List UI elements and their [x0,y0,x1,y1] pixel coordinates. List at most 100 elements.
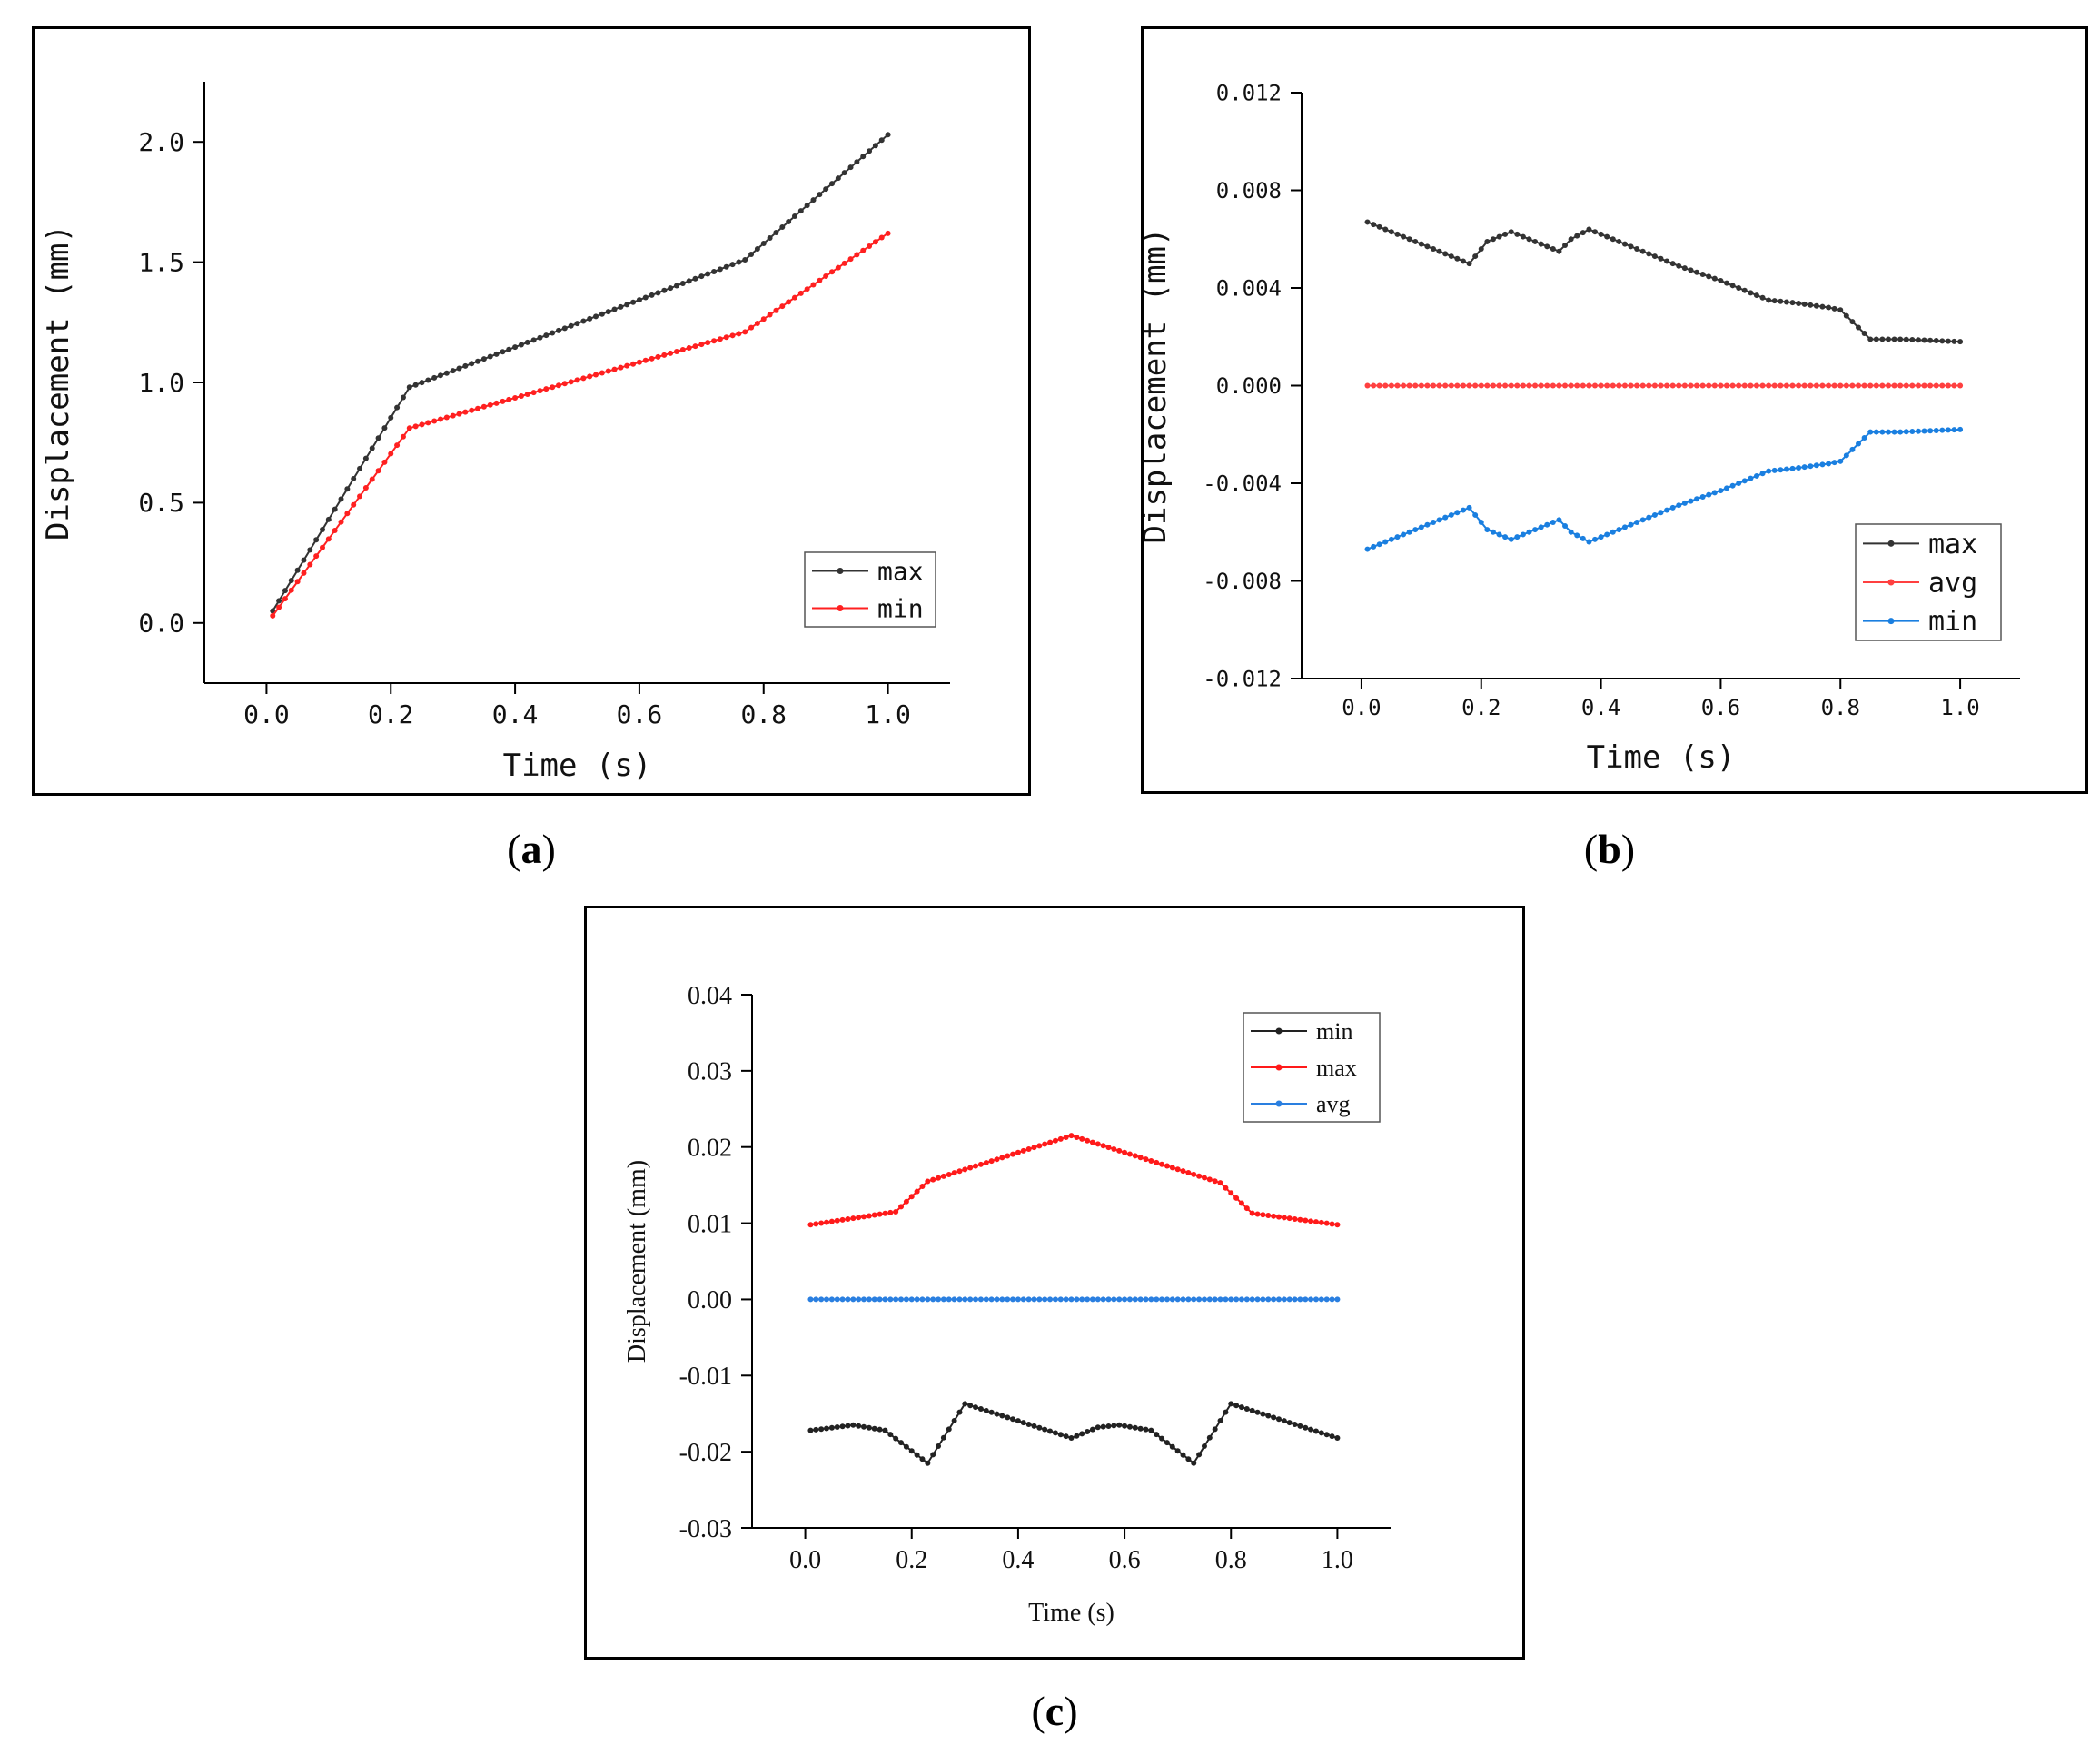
data-point-min [1478,520,1484,525]
data-point-min [1681,500,1688,506]
data-point-max [1005,1153,1011,1159]
data-point-avg [1148,1296,1154,1303]
data-point-max [829,181,836,187]
data-point-max [999,1155,1005,1161]
data-point-max [668,285,674,292]
data-point-min [717,336,723,342]
data-point-min [1616,527,1622,533]
data-point-max [1394,231,1401,237]
data-point-min [1085,1429,1091,1435]
data-point-max [1318,1219,1324,1225]
data-point-min [668,350,674,356]
data-point-min [988,1409,995,1415]
y-tick-label: 0.012 [1216,80,1282,105]
data-point-max [754,245,760,252]
data-point-min [1580,535,1586,541]
x-tick-label: 0.6 [617,699,663,729]
data-point-max [381,425,388,431]
data-point-min [1057,1432,1064,1438]
data-point-max [1526,236,1532,243]
legend-box [804,551,936,628]
data-point-min [1921,428,1927,434]
data-point-avg [1074,1296,1080,1303]
data-point-avg [1243,1296,1250,1303]
data-point-max [835,175,841,182]
data-point-max [1604,233,1610,240]
data-point-min [1122,1423,1128,1429]
data-point-min [1826,461,1832,467]
data-point-min [1406,529,1412,535]
data-point-avg [1616,382,1622,389]
data-point-avg [1312,1296,1319,1303]
data-point-max [1100,1143,1106,1149]
data-point-max [828,1218,835,1224]
data-point-max [1639,248,1646,254]
data-point-max [686,278,692,284]
data-point-avg [834,1296,840,1303]
data-point-avg [1238,1296,1244,1303]
data-point-max [375,435,381,441]
data-point-avg [1388,382,1394,389]
data-point-max [866,1213,872,1219]
data-point-min [375,468,381,474]
data-point-max [357,465,363,471]
data-point-min [930,1452,936,1458]
data-point-min [1789,465,1796,471]
data-point-max [1436,248,1442,254]
data-point-min [518,393,524,400]
data-point-min [1472,511,1479,518]
data-point-min [885,230,891,236]
data-point-max [518,342,524,348]
data-point-max [1122,1149,1128,1155]
data-point-max [1020,1147,1026,1154]
y-tick-label: 2.0 [138,127,184,157]
data-point-avg [1873,382,1879,389]
data-point-avg [1759,382,1766,389]
data-point-min [967,1403,974,1409]
data-point-max [1819,303,1826,310]
data-point-avg [850,1296,857,1303]
data-point-min [1436,517,1442,523]
data-point-max [301,557,307,563]
y-tick-label: 0.004 [1216,275,1282,301]
data-point-max [351,476,357,482]
data-point-min [946,1426,952,1433]
data-point-avg [1843,382,1849,389]
data-point-min [649,355,655,362]
data-point-max [885,132,891,138]
data-point-max [1329,1221,1335,1227]
data-point-min [431,418,438,424]
data-point-avg [1532,382,1539,389]
data-point-avg [1669,382,1676,389]
data-point-avg [1454,382,1461,389]
series-line-min [272,233,889,617]
data-point-max [1454,255,1461,262]
data-point-max [1185,1169,1192,1175]
data-point-min [1217,1418,1223,1424]
data-point-max [1873,336,1879,342]
data-point-max [1556,248,1562,254]
data-point-min [1052,1430,1058,1436]
data-point-max [854,159,860,165]
data-point-avg [1228,1296,1234,1303]
data-point-min [1891,429,1897,435]
data-point-min [1688,498,1694,504]
data-point-avg [1885,382,1891,389]
data-point-min [288,587,294,593]
data-point-avg [898,1296,905,1303]
data-point-max [1238,1200,1244,1206]
data-point-max [1783,299,1789,305]
data-point-max [1808,302,1814,308]
data-point-max [1856,324,1862,331]
data-point-avg [1286,1296,1293,1303]
data-point-avg [1621,382,1628,389]
data-point-max [760,240,767,246]
data-point-max [847,164,854,171]
data-point-max [624,302,630,308]
data-point-max [412,382,419,388]
data-point-avg [908,1296,915,1303]
data-point-avg [807,1296,814,1303]
data-point-max [1376,223,1382,230]
data-point-avg [967,1296,974,1303]
data-point-avg [1436,382,1442,389]
